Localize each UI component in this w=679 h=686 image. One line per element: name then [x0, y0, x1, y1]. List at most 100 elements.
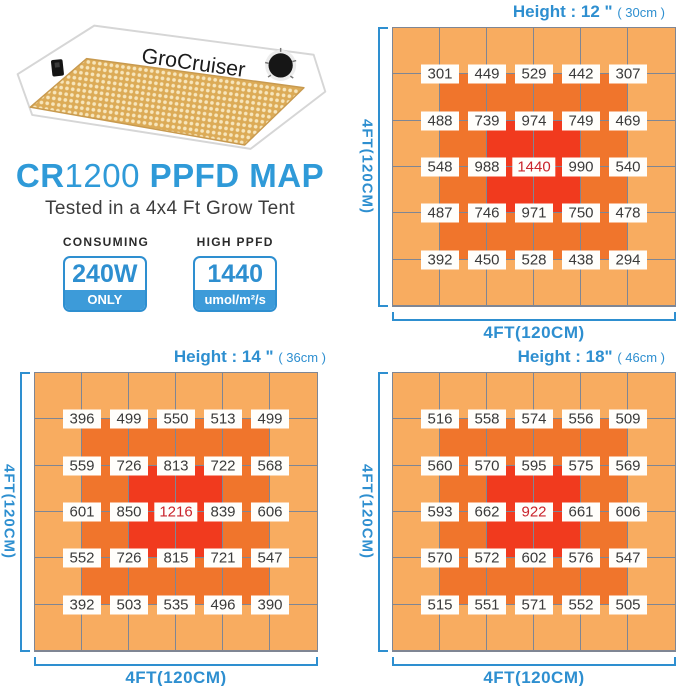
y-axis-bracket: [20, 372, 30, 652]
ppfd-value: 749: [562, 111, 600, 131]
ppfd-value: 746: [468, 203, 506, 223]
stat-value: 240W: [72, 260, 138, 288]
led-panel: [29, 57, 305, 146]
ppfd-value: 301: [421, 64, 459, 84]
height-cm-label: ( 36cm ): [278, 350, 326, 365]
ppfd-value: 307: [609, 64, 647, 84]
ppfd-value: 552: [63, 548, 101, 568]
stat-unit: ONLY: [64, 290, 145, 310]
ppfd-value: 551: [468, 595, 506, 615]
ppfd-value: 442: [562, 64, 600, 84]
x-axis-label: 4FT(120CM): [483, 323, 585, 342]
map-body: 4FT(120CM) 516 558 574 556 509 560 570 595 575 569…: [358, 372, 679, 652]
y-axis-label: 4FT(120CM): [358, 119, 376, 215]
ppfd-value: 569: [609, 456, 647, 476]
ppfd-value: 535: [157, 595, 195, 615]
page-title: CR1200 PPFD MAP: [0, 158, 340, 194]
ppfd-value: 726: [110, 548, 148, 568]
ppfd-map-height-12: Height : 12 " ( 30cm ) 4FT(120CM) 301 449 52…: [340, 0, 679, 343]
ppfd-value: 559: [63, 456, 101, 476]
y-axis-bracket: [378, 372, 388, 652]
stat-consuming: CONSUMING 240W ONLY: [62, 235, 150, 312]
map-title: Height : 14 " ( 36cm ): [0, 347, 340, 369]
ppfd-value: 661: [562, 502, 600, 522]
ppfd-value: 547: [609, 548, 647, 568]
ppfd-value: 548: [421, 157, 459, 177]
height-cm-label: ( 46cm ): [617, 350, 665, 365]
ppfd-value: 499: [251, 409, 289, 429]
ppfd-value: 726: [110, 456, 148, 476]
stats-row: CONSUMING 240W ONLY HIGH PPFD 1440 umol/…: [0, 235, 340, 312]
y-axis-bracket: [378, 27, 388, 307]
x-axis-bracket: [392, 312, 676, 321]
ppfd-value: 392: [63, 595, 101, 615]
ppfd-value: 570: [421, 548, 459, 568]
ppfd-peak-value: 1440: [512, 157, 556, 177]
title-prefix: CR: [15, 157, 65, 194]
ppfd-value: 750: [562, 203, 600, 223]
ppfd-value: 568: [251, 456, 289, 476]
x-axis-label: 4FT(120CM): [483, 668, 585, 686]
ppfd-value: 529: [515, 64, 553, 84]
ppfd-value: 988: [468, 157, 506, 177]
ppfd-value: 478: [609, 203, 647, 223]
map-title: Height : 12 " ( 30cm ): [358, 2, 679, 24]
map-foot: 4FT(120CM): [358, 657, 679, 686]
height-cm-label: ( 30cm ): [617, 5, 665, 20]
ppfd-value: 450: [468, 250, 506, 270]
ppfd-value: 606: [609, 502, 647, 522]
ppfd-value: 547: [251, 548, 289, 568]
ppfd-value: 516: [421, 409, 459, 429]
ppfd-value: 815: [157, 548, 195, 568]
ppfd-value: 540: [609, 157, 647, 177]
map-foot: 4FT(120CM): [358, 312, 679, 343]
height-label: Height : 12 ": [512, 2, 618, 21]
map-title: Height : 18" ( 46cm ): [358, 347, 679, 369]
ppfd-value: 505: [609, 595, 647, 615]
stat-box-wattage: 240W ONLY: [62, 256, 147, 312]
ppfd-value: 571: [515, 595, 553, 615]
ppfd-value: 294: [609, 250, 647, 270]
stat-label: HIGH PPFD: [196, 235, 274, 249]
ppfd-value: 850: [110, 502, 148, 522]
y-axis-label: 4FT(120CM): [358, 464, 376, 560]
ppfd-value: 496: [204, 595, 242, 615]
subtitle: Tested in a 4x4 Ft Grow Tent: [45, 198, 295, 219]
ppfd-value: 572: [468, 548, 506, 568]
ppfd-value: 503: [110, 595, 148, 615]
ppfd-map-height-18: Height : 18" ( 46cm ) 4FT(120CM) 516 558 574…: [340, 343, 679, 686]
ppfd-grid: 396 499 550 513 499 559 726 813 722 568 601 850 1216…: [34, 372, 318, 652]
product-image: GroCruiser: [16, 24, 327, 150]
ppfd-value: 560: [421, 456, 459, 476]
ppfd-value: 396: [63, 409, 101, 429]
ppfd-value: 499: [110, 409, 148, 429]
title-model: 1200: [64, 157, 140, 194]
map-body: 4FT(120CM) 396 499 550 513 499 559 726 813 722 568…: [0, 372, 340, 652]
ppfd-map-height-14: Height : 14 " ( 36cm ) 4FT(120CM) 396 499 55…: [0, 343, 340, 686]
ppfd-value: 662: [468, 502, 506, 522]
map-foot: 4FT(120CM): [0, 657, 340, 686]
ppfd-value: 813: [157, 456, 195, 476]
dimmer-knob-icon: [264, 47, 297, 81]
ppfd-peak-value: 1216: [154, 502, 198, 522]
x-axis-bracket: [34, 657, 318, 666]
ppfd-value: 487: [421, 203, 459, 223]
y-axis-label: 4FT(120CM): [0, 464, 18, 560]
ppfd-value: 550: [157, 409, 195, 429]
ppfd-value: 509: [609, 409, 647, 429]
product-block: GroCruiser CR1200 PPFD MAP Tested in a 4…: [0, 0, 340, 343]
ppfd-value: 449: [468, 64, 506, 84]
stat-high-ppfd: HIGH PPFD 1440 umol/m²/s: [193, 235, 278, 312]
x-axis-label: 4FT(120CM): [125, 668, 227, 686]
stat-label: CONSUMING: [62, 235, 150, 249]
stat-box-ppfd: 1440 umol/m²/s: [193, 256, 278, 312]
ppfd-value: 593: [421, 502, 459, 522]
stat-unit: umol/m²/s: [195, 290, 276, 310]
height-label: Height : 18": [517, 347, 618, 366]
ppfd-value: 558: [468, 409, 506, 429]
ppfd-value: 990: [562, 157, 600, 177]
ppfd-value: 602: [515, 548, 553, 568]
ppfd-value: 974: [515, 111, 553, 131]
ppfd-value: 438: [562, 250, 600, 270]
ppfd-value: 528: [515, 250, 553, 270]
